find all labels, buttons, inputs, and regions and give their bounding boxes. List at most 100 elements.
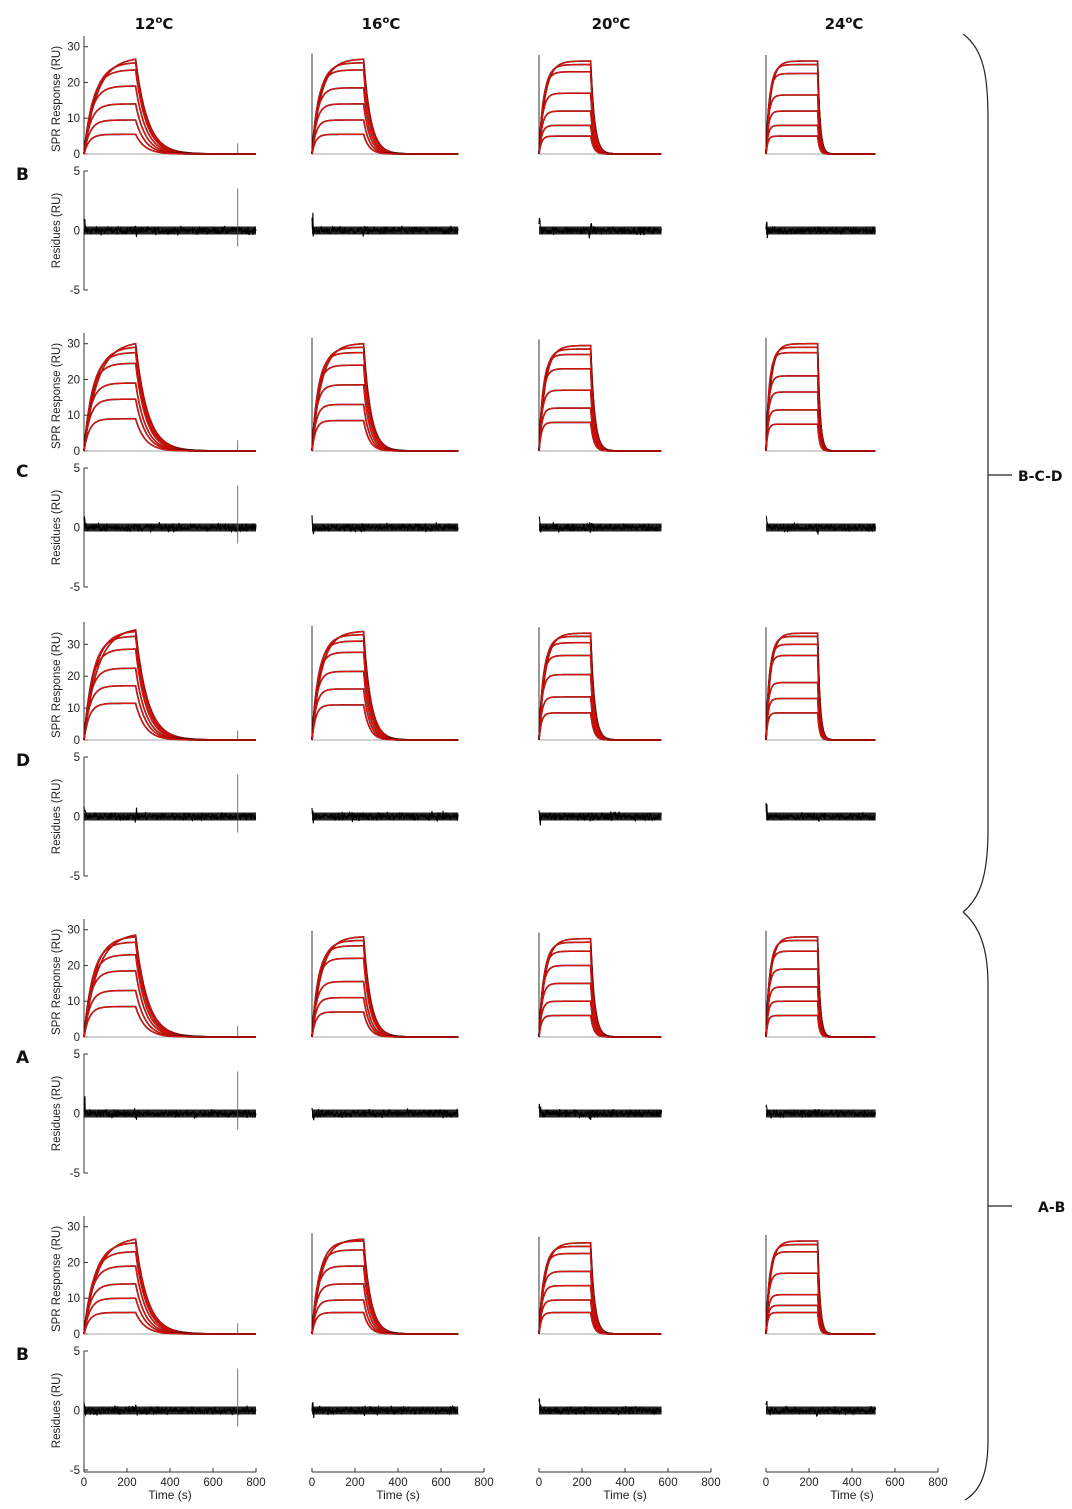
sensorgram-fit	[765, 423, 876, 452]
residual-y-tick-label: 5	[74, 1346, 80, 1358]
panel	[311, 930, 459, 1121]
sensorgram-data	[311, 403, 459, 452]
sensorgram-fit	[311, 1283, 459, 1335]
sensorgram-data	[538, 60, 662, 155]
sensorgram-fit	[311, 704, 459, 741]
y-tick-label: 30	[67, 42, 80, 54]
x-axis-label: Time (s)	[376, 1488, 420, 1502]
sensorgram-fit	[538, 941, 662, 1038]
panel: 0 200 400 600 800 Time (s)	[763, 1235, 948, 1502]
sensorgram-data	[83, 398, 256, 452]
residual-y-tick-label: 5	[74, 752, 80, 764]
sensorgram-fit	[311, 69, 459, 155]
sensorgram-fit	[83, 954, 256, 1038]
panel: 0 200 400 600 800 Time (s)	[536, 1236, 721, 1502]
y-axis-label-response: SPR Response (RU)	[51, 343, 63, 449]
y-axis-label-residues: Residues (RU)	[51, 779, 63, 855]
sensorgram-fit	[311, 1238, 459, 1335]
sensorgram-fit	[83, 382, 256, 452]
sensorgram-fit	[538, 950, 662, 1038]
residual-y-tick-label: 0	[74, 226, 80, 238]
sensorgram-data	[311, 634, 459, 741]
x-tick-label: 400	[615, 1477, 634, 1489]
sensorgram-fit	[311, 1249, 459, 1335]
residual-y-tick-label: 5	[74, 1049, 80, 1061]
sensorgram-fit	[538, 1311, 662, 1335]
sensorgram-data	[538, 344, 662, 452]
residual-y-tick-label: -5	[70, 582, 80, 594]
row-labels: B C D A B	[16, 165, 30, 1365]
sensorgram-fit	[538, 348, 662, 452]
x-tick-label: 800	[928, 1477, 947, 1489]
sensorgram-data	[83, 1251, 256, 1335]
x-tick-label: 400	[842, 1477, 861, 1489]
sensorgram-fit	[538, 712, 662, 741]
sensorgram-fit	[311, 939, 459, 1038]
sensorgram-data	[311, 651, 459, 741]
x-tick-label: 600	[203, 1477, 222, 1489]
column-title-value: 16	[362, 15, 383, 33]
sensorgram-data	[311, 1249, 459, 1335]
sensorgram-fit	[83, 1311, 256, 1335]
column-title-unit: C	[389, 15, 400, 33]
sensorgram-fit	[311, 634, 459, 741]
y-tick-label: 0	[74, 446, 80, 458]
sensorgram-fit	[83, 352, 256, 452]
sensorgram-data	[538, 1245, 662, 1335]
column-title-unit: C	[162, 15, 173, 33]
sensorgram-data	[538, 348, 662, 452]
sensorgram-fit	[311, 640, 459, 741]
sensorgram-fit	[765, 1311, 876, 1335]
sensorgram-fit	[311, 62, 459, 155]
sensorgram-data	[311, 58, 459, 155]
brace-bcd	[962, 33, 989, 913]
x-tick-label: 400	[388, 1477, 407, 1489]
x-tick-label: 200	[799, 1477, 818, 1489]
sensorgram-fit	[83, 685, 256, 741]
sensorgram-fit	[538, 632, 662, 741]
sensorgram-fit	[83, 934, 256, 1038]
sensorgram-fit	[83, 1251, 256, 1335]
sensorgram-data	[311, 342, 459, 452]
x-tick-label: 200	[572, 1477, 591, 1489]
row-label: B	[16, 1345, 29, 1365]
degree-symbol: o	[612, 15, 619, 26]
panel	[538, 55, 663, 239]
sensorgram-data	[83, 351, 256, 452]
sensorgram-fit	[311, 103, 459, 155]
sensorgram-data	[83, 954, 256, 1038]
y-tick-label: 10	[67, 996, 80, 1008]
sensorgram-fit	[538, 1242, 662, 1335]
residual-y-tick-label: -5	[70, 1465, 80, 1477]
sensorgram-data	[83, 969, 256, 1038]
sensorgram-data	[83, 989, 256, 1038]
sensorgram-fit	[83, 1005, 256, 1038]
sensorgram-data	[83, 685, 256, 741]
residual-band	[766, 812, 876, 821]
y-tick-label: 10	[67, 703, 80, 715]
y-tick-label: 0	[74, 1032, 80, 1044]
panel: 0 200 400 600 800 Time (s)	[309, 1233, 494, 1502]
x-tick-label: 600	[658, 1477, 677, 1489]
y-tick-label: 10	[67, 1293, 80, 1305]
panel	[765, 627, 876, 822]
residual-y-tick-label: 5	[74, 463, 80, 475]
sensorgram-data	[83, 648, 256, 741]
residual-band	[766, 226, 876, 235]
residual-band	[84, 812, 256, 821]
sensorgram-fit	[83, 648, 256, 741]
residual-y-tick-label: 0	[74, 812, 80, 824]
sensorgram-fit	[311, 936, 459, 1038]
sensorgram-fit	[83, 418, 256, 452]
residual-y-tick-label: 0	[74, 1406, 80, 1418]
sensorgram-data	[538, 71, 662, 155]
sensorgram-data	[538, 368, 662, 452]
residual-band	[84, 226, 256, 235]
y-tick-label: 10	[67, 113, 80, 125]
sensorgram-fit	[311, 419, 459, 452]
residual-band	[84, 1406, 256, 1415]
